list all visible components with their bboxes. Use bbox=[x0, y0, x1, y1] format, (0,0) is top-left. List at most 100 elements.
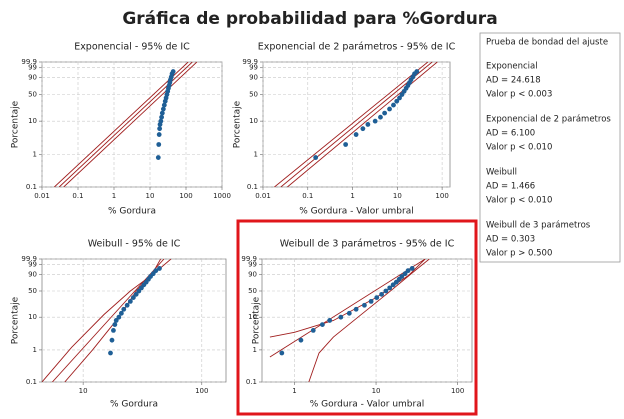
panel-title: Weibull - 95% de IC bbox=[88, 239, 181, 250]
y-tick-label: 1 bbox=[254, 150, 258, 158]
ci-line bbox=[287, 62, 438, 187]
data-point bbox=[338, 314, 344, 320]
data-point bbox=[170, 69, 176, 74]
x-tick-label: 0.1 bbox=[72, 192, 83, 200]
data-point bbox=[161, 102, 167, 108]
y-axis-label: Porcentaje bbox=[252, 296, 262, 344]
data-point bbox=[378, 114, 383, 120]
x-axis-label: % Gordura bbox=[110, 400, 158, 410]
y-tick-label: 10 bbox=[28, 313, 37, 321]
gof-ad: AD = 0.303 bbox=[486, 235, 535, 245]
y-tick-label: 0.1 bbox=[26, 183, 37, 191]
ci-line bbox=[274, 62, 429, 187]
x-tick-label: 1 bbox=[292, 387, 296, 395]
y-tick-label: 1 bbox=[33, 150, 37, 158]
data-point bbox=[109, 337, 115, 343]
data-point bbox=[112, 322, 118, 328]
data-point bbox=[121, 306, 127, 312]
y-tick-label: 1 bbox=[33, 346, 37, 354]
data-point bbox=[353, 132, 359, 137]
data-point bbox=[387, 285, 393, 291]
data-point bbox=[394, 98, 400, 104]
y-tick-label: 50 bbox=[249, 91, 258, 99]
x-tick-label: 1 bbox=[112, 192, 116, 200]
plot-layer bbox=[269, 259, 430, 382]
y-tick-label: 99.9 bbox=[241, 255, 257, 263]
data-point bbox=[390, 282, 396, 288]
data-point bbox=[382, 110, 388, 116]
y-axis-label: Porcentaje bbox=[11, 296, 21, 344]
data-point bbox=[130, 295, 136, 301]
data-point bbox=[159, 110, 165, 116]
data-point bbox=[374, 295, 380, 301]
y-tick-label: 1 bbox=[253, 346, 257, 354]
data-point bbox=[108, 350, 113, 356]
data-point bbox=[365, 122, 371, 127]
gof-name: Weibull bbox=[486, 168, 517, 178]
data-point bbox=[160, 106, 166, 112]
data-point bbox=[156, 142, 162, 147]
y-tick-label: 0.1 bbox=[246, 378, 257, 386]
x-tick-label: 10 bbox=[79, 387, 88, 395]
x-tick-label: 0.01 bbox=[255, 192, 271, 200]
data-point bbox=[157, 126, 163, 132]
data-point bbox=[133, 291, 139, 297]
gof-ad: AD = 1.466 bbox=[486, 182, 535, 192]
y-tick-label: 99 bbox=[28, 64, 37, 72]
data-point bbox=[397, 95, 402, 101]
data-point bbox=[399, 274, 405, 279]
x-tick-label: 1000 bbox=[213, 192, 231, 200]
y-tick-label: 99 bbox=[248, 261, 257, 269]
data-point bbox=[360, 126, 366, 132]
ci-line bbox=[63, 62, 198, 187]
panel-title: Exponencial de 2 parámetros - 95% de IC bbox=[258, 42, 456, 53]
y-tick-label: 90 bbox=[28, 74, 37, 82]
x-tick-label: 1 bbox=[350, 192, 354, 200]
gof-p: Valor p < 0.010 bbox=[486, 196, 552, 206]
data-point bbox=[157, 266, 162, 271]
y-tick-label: 90 bbox=[248, 270, 257, 278]
data-point bbox=[118, 310, 124, 316]
data-point bbox=[402, 271, 408, 277]
y-tick-label: 90 bbox=[249, 74, 258, 82]
data-point bbox=[156, 132, 162, 137]
data-point bbox=[159, 114, 164, 120]
gof-ad: AD = 6.100 bbox=[486, 129, 535, 139]
data-point bbox=[391, 102, 396, 108]
x-tick-label: 0.01 bbox=[34, 192, 50, 200]
y-tick-label: 10 bbox=[249, 117, 258, 125]
y-tick-label: 99.9 bbox=[21, 58, 37, 66]
y-tick-label: 99 bbox=[249, 64, 258, 72]
x-tick-label: 100 bbox=[179, 192, 192, 200]
ci-line bbox=[54, 62, 189, 187]
y-tick-label: 50 bbox=[248, 287, 257, 295]
panel-title: Exponencial - 95% de IC bbox=[74, 42, 190, 53]
figure-title: Gráfica de probabilidad para %Gordura bbox=[122, 9, 497, 29]
y-tick-label: 99.9 bbox=[242, 58, 258, 66]
data-point bbox=[405, 268, 411, 274]
y-tick-label: 99 bbox=[28, 261, 37, 269]
data-point bbox=[158, 118, 164, 124]
gof-title: Prueba de bondad del ajuste bbox=[486, 38, 608, 48]
gof-p: Valor p < 0.003 bbox=[486, 90, 552, 100]
highlight-box bbox=[236, 219, 478, 416]
y-tick-label: 50 bbox=[28, 91, 37, 99]
ci-line bbox=[308, 259, 430, 382]
panel-title: Weibull de 3 parámetros - 95% de IC bbox=[280, 239, 455, 250]
gof-p: Valor p > 0.500 bbox=[486, 249, 552, 259]
gof-name: Weibull de 3 parámetros bbox=[486, 221, 591, 231]
gof-p: Valor p < 0.010 bbox=[486, 143, 552, 153]
y-axis-label: Porcentaje bbox=[11, 100, 21, 148]
data-point bbox=[409, 266, 415, 271]
data-point bbox=[362, 302, 367, 308]
x-tick-label: 10 bbox=[393, 192, 402, 200]
data-point bbox=[298, 337, 304, 343]
data-point bbox=[113, 318, 119, 323]
data-point bbox=[155, 155, 161, 160]
fit-line bbox=[280, 62, 433, 187]
y-tick-label: 0.1 bbox=[26, 378, 37, 386]
gof-name: Exponencial de 2 parámetros bbox=[486, 115, 611, 125]
x-axis-label: % Gordura - Valor umbral bbox=[310, 400, 424, 410]
x-axis-label: % Gordura - Valor umbral bbox=[299, 207, 413, 217]
